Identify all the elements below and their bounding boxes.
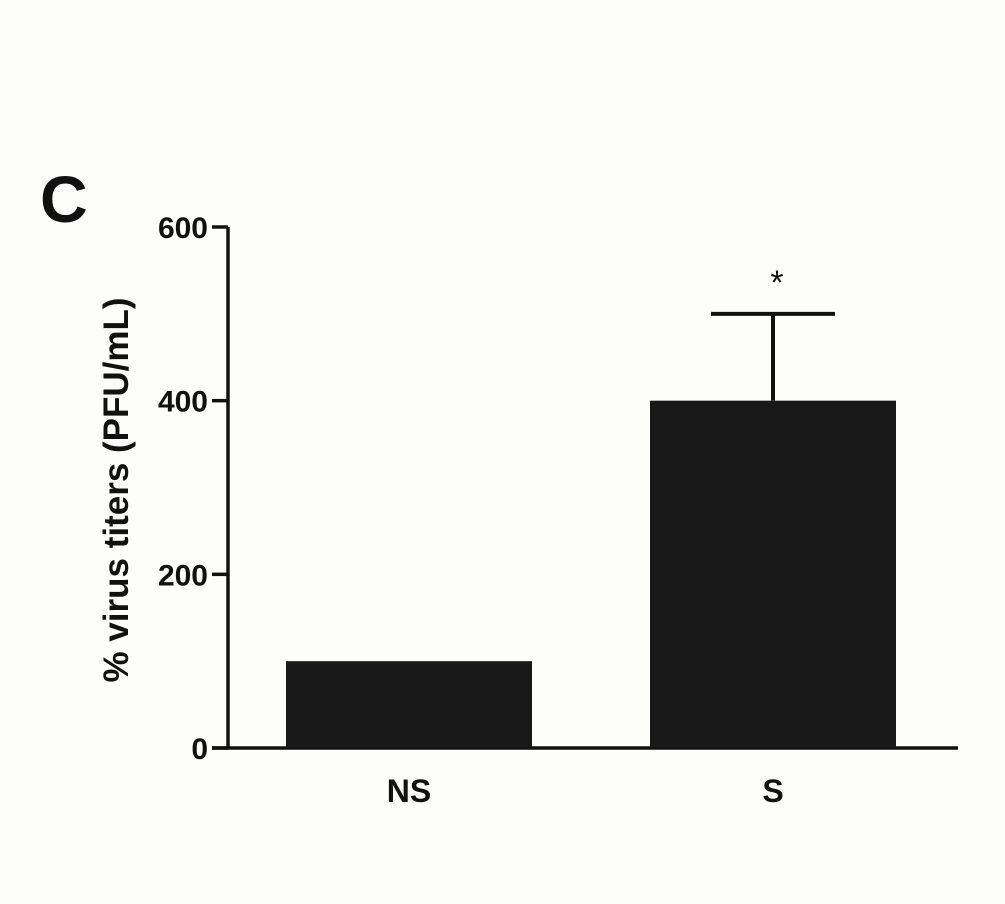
significance-marker: * [770, 264, 783, 302]
x-tick-label-ns: NS [387, 773, 431, 809]
bars [286, 311, 896, 748]
x-tick-label-s: S [762, 773, 783, 809]
bar-ns [286, 661, 532, 748]
bar-s [650, 400, 896, 748]
y-tick-label: 600 [158, 212, 208, 245]
y-tick-label: 0 [191, 733, 208, 766]
y-axis-title: % virus titers (PFU/mL) [97, 297, 136, 682]
y-tick-label: 200 [158, 559, 208, 592]
panel-label: C [40, 162, 88, 236]
labels: 0 200 400 600 NS * S [158, 212, 784, 809]
y-tick-label: 400 [158, 386, 208, 419]
